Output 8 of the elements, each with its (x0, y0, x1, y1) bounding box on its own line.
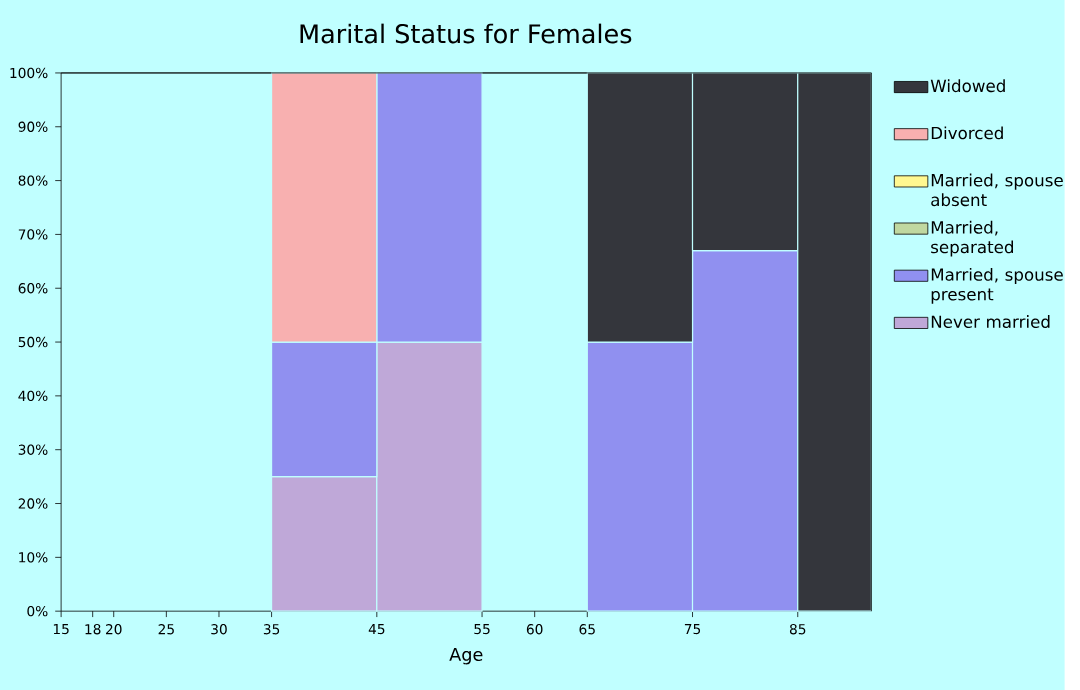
chart-title: Marital Status for Females (300, 23, 632, 44)
x-axis-title: Age (449, 647, 483, 665)
legend-label: Widowed (930, 79, 1005, 93)
legend-label: Married, spouse absent (931, 173, 1063, 207)
legend-label: Divorced (931, 126, 1003, 140)
legend-label: Never married (931, 315, 1050, 329)
legend-label: Married, separated (931, 220, 1013, 257)
legend-label: Married, spouse present (931, 267, 1063, 304)
